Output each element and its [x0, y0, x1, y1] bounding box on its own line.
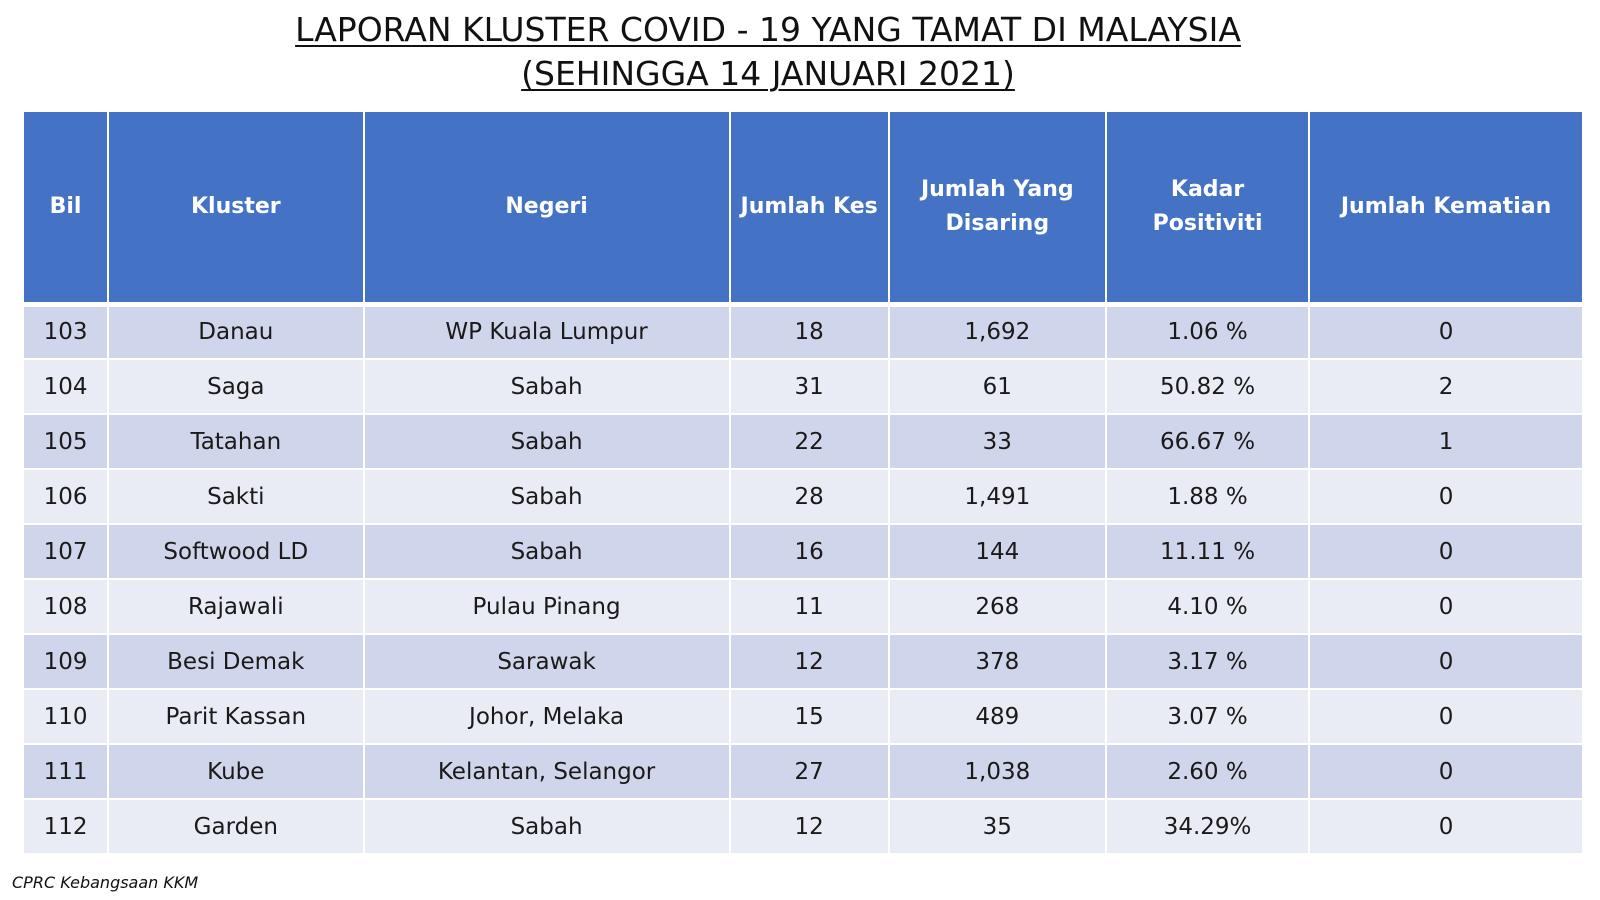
cell-jumlah-kematian: 0: [1308, 633, 1584, 690]
cell-negeri: WP Kuala Lumpur: [362, 303, 731, 360]
cell-kadar-positiviti: 1.88 %: [1105, 468, 1311, 525]
cell-negeri: Johor, Melaka: [362, 688, 731, 745]
table-row: 108 Rajawali Pulau Pinang 11 268 4.10 % …: [21, 578, 1584, 635]
cell-jumlah-disaring: 33: [887, 413, 1108, 470]
cell-jumlah-kes: 27: [728, 743, 890, 800]
table-row: 103 Danau WP Kuala Lumpur 18 1,692 1.06 …: [21, 303, 1584, 360]
cell-jumlah-kematian: 0: [1308, 468, 1584, 525]
cell-bil: 107: [21, 523, 110, 580]
cell-jumlah-disaring: 144: [887, 523, 1108, 580]
cell-jumlah-kematian: 1: [1308, 413, 1584, 470]
table-row: 105 Tatahan Sabah 22 33 66.67 % 1: [21, 413, 1584, 470]
cell-negeri: Sabah: [362, 413, 731, 470]
cell-jumlah-disaring: 1,692: [887, 303, 1108, 360]
cell-jumlah-disaring: 61: [887, 358, 1108, 415]
cell-jumlah-disaring: 1,038: [887, 743, 1108, 800]
header-jumlah-disaring: Jumlah Yang Disaring: [887, 110, 1108, 307]
source-caption: CPRC Kebangsaan KKM: [12, 873, 199, 892]
cell-jumlah-disaring: 1,491: [887, 468, 1108, 525]
title-line-2: (SEHINGGA 14 JANUARI 2021): [521, 54, 1015, 93]
cell-kluster: Danau: [107, 303, 365, 360]
cell-jumlah-kes: 12: [728, 633, 890, 690]
cell-bil: 105: [21, 413, 110, 470]
cell-jumlah-kematian: 0: [1308, 303, 1584, 360]
cell-kadar-positiviti: 2.60 %: [1105, 743, 1311, 800]
cell-bil: 111: [21, 743, 110, 800]
cell-jumlah-disaring: 489: [887, 688, 1108, 745]
cell-bil: 106: [21, 468, 110, 525]
cell-kadar-positiviti: 66.67 %: [1105, 413, 1311, 470]
cell-negeri: Pulau Pinang: [362, 578, 731, 635]
table-header-row: Bil Kluster Negeri Jumlah Kes Jumlah Yan…: [21, 110, 1584, 307]
report-title: LAPORAN KLUSTER COVID - 19 YANG TAMAT DI…: [0, 8, 1536, 96]
cell-kluster: Sakti: [107, 468, 365, 525]
table-row: 107 Softwood LD Sabah 16 144 11.11 % 0: [21, 523, 1584, 580]
header-jumlah-kematian: Jumlah Kematian: [1308, 110, 1584, 307]
table-row: 112 Garden Sabah 12 35 34.29% 0: [21, 798, 1584, 855]
table-row: 111 Kube Kelantan, Selangor 27 1,038 2.6…: [21, 743, 1584, 800]
cell-kluster: Besi Demak: [107, 633, 365, 690]
title-line-1: LAPORAN KLUSTER COVID - 19 YANG TAMAT DI…: [295, 10, 1241, 49]
cell-kluster: Parit Kassan: [107, 688, 365, 745]
cell-bil: 109: [21, 633, 110, 690]
table-row: 110 Parit Kassan Johor, Melaka 15 489 3.…: [21, 688, 1584, 745]
cell-jumlah-kes: 18: [728, 303, 890, 360]
table-row: 109 Besi Demak Sarawak 12 378 3.17 % 0: [21, 633, 1584, 690]
cell-jumlah-kes: 16: [728, 523, 890, 580]
cell-kadar-positiviti: 4.10 %: [1105, 578, 1311, 635]
cell-kadar-positiviti: 50.82 %: [1105, 358, 1311, 415]
cell-kadar-positiviti: 11.11 %: [1105, 523, 1311, 580]
table-body: 103 Danau WP Kuala Lumpur 18 1,692 1.06 …: [21, 303, 1584, 855]
cell-kluster: Kube: [107, 743, 365, 800]
header-negeri: Negeri: [362, 110, 731, 307]
cell-negeri: Sarawak: [362, 633, 731, 690]
header-kadar-positiviti: Kadar Positiviti: [1105, 110, 1311, 307]
cell-jumlah-kematian: 0: [1308, 688, 1584, 745]
cell-kadar-positiviti: 34.29%: [1105, 798, 1311, 855]
cell-jumlah-kes: 11: [728, 578, 890, 635]
cell-bil: 103: [21, 303, 110, 360]
cell-bil: 104: [21, 358, 110, 415]
cell-jumlah-kematian: 0: [1308, 578, 1584, 635]
cell-kluster: Tatahan: [107, 413, 365, 470]
cell-jumlah-kematian: 0: [1308, 798, 1584, 855]
cell-jumlah-kematian: 0: [1308, 523, 1584, 580]
cell-kluster: Softwood LD: [107, 523, 365, 580]
header-jumlah-kes: Jumlah Kes: [728, 110, 890, 307]
cell-jumlah-disaring: 378: [887, 633, 1108, 690]
cell-kluster: Garden: [107, 798, 365, 855]
cell-kadar-positiviti: 3.07 %: [1105, 688, 1311, 745]
cell-negeri: Sabah: [362, 358, 731, 415]
cell-kadar-positiviti: 1.06 %: [1105, 303, 1311, 360]
cell-jumlah-kes: 22: [728, 413, 890, 470]
cell-bil: 112: [21, 798, 110, 855]
cell-negeri: Sabah: [362, 468, 731, 525]
cell-negeri: Sabah: [362, 798, 731, 855]
cell-jumlah-kematian: 2: [1308, 358, 1584, 415]
cluster-table: Bil Kluster Negeri Jumlah Kes Jumlah Yan…: [21, 110, 1584, 855]
cell-jumlah-disaring: 35: [887, 798, 1108, 855]
table-row: 106 Sakti Sabah 28 1,491 1.88 % 0: [21, 468, 1584, 525]
table-row: 104 Saga Sabah 31 61 50.82 % 2: [21, 358, 1584, 415]
cell-jumlah-disaring: 268: [887, 578, 1108, 635]
cell-jumlah-kematian: 0: [1308, 743, 1584, 800]
cell-jumlah-kes: 31: [728, 358, 890, 415]
cell-negeri: Sabah: [362, 523, 731, 580]
cell-jumlah-kes: 12: [728, 798, 890, 855]
cell-negeri: Kelantan, Selangor: [362, 743, 731, 800]
header-kluster: Kluster: [107, 110, 365, 307]
cell-kluster: Rajawali: [107, 578, 365, 635]
cell-bil: 108: [21, 578, 110, 635]
cell-jumlah-kes: 15: [728, 688, 890, 745]
cell-jumlah-kes: 28: [728, 468, 890, 525]
header-bil: Bil: [21, 110, 110, 307]
cell-bil: 110: [21, 688, 110, 745]
cell-kluster: Saga: [107, 358, 365, 415]
cell-kadar-positiviti: 3.17 %: [1105, 633, 1311, 690]
